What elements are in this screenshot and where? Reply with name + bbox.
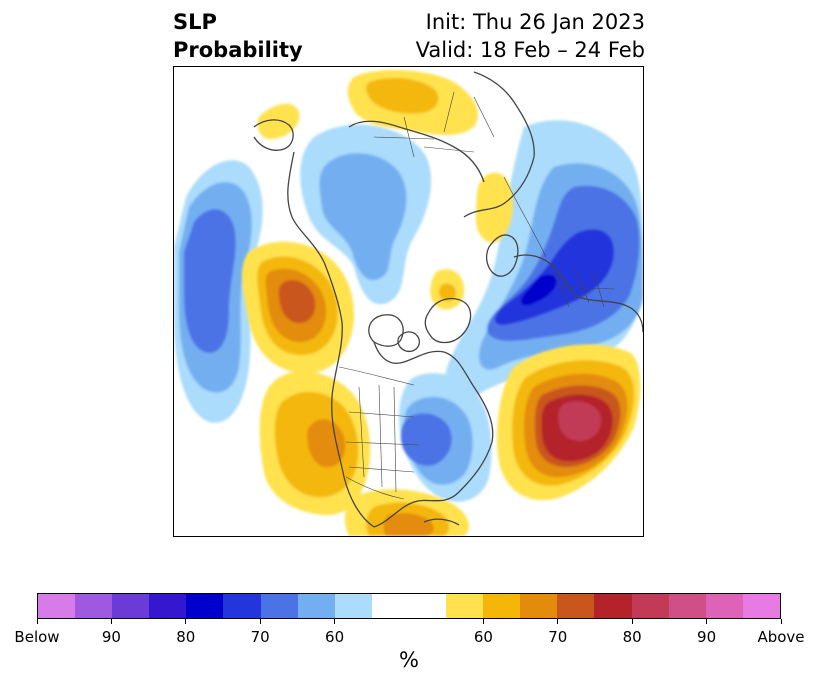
colorbar-tickmark [185, 619, 187, 624]
colorbar-neutral-cell [371, 594, 447, 618]
above-region-western-us-70 [307, 419, 346, 468]
below-region-eurasia-90 [521, 274, 557, 306]
coastline-arctic-islands [397, 331, 420, 353]
colorbar-above-cell-8 [705, 594, 743, 618]
colorbar-tickmark [557, 619, 559, 624]
colorbar-tickmark [110, 619, 112, 624]
valid-range: Valid: 18 Feb – 24 Feb [415, 38, 645, 62]
init-date: Init: Thu 26 Jan 2023 [425, 10, 645, 34]
colorbar-tickmark [334, 619, 336, 624]
colorbar-tick-label: Below [14, 628, 60, 646]
colorbar-tick-label: 80 [176, 628, 196, 646]
colorbar-above-cell-6 [631, 594, 669, 618]
colorbar-above-cell-1 [446, 594, 484, 618]
colorbar-tick-label: 90 [697, 628, 717, 646]
political-borders [338, 91, 615, 500]
coastline-siberia-north [348, 120, 485, 183]
colorbar-below-cell-8 [297, 594, 335, 618]
colorbar-tickmark [482, 619, 484, 624]
colorbar-tick-label: 70 [548, 628, 568, 646]
above-region-pacific-nw [257, 103, 300, 140]
colorbar-tick-label: 80 [622, 628, 642, 646]
colorbar-below-cell-6 [223, 594, 261, 618]
above-region-atlantic-85 [558, 401, 602, 441]
coastline-scandinavia [485, 234, 519, 277]
border-states-grid [345, 384, 420, 493]
above-region-arctic-top-60 [366, 77, 439, 114]
coastline-north-america-west [287, 151, 375, 528]
colorbar-above-cell-9 [742, 594, 780, 618]
title-variable: SLP [173, 10, 217, 34]
colorbar-tickmark [706, 619, 708, 624]
colorbar-below-cell-2 [75, 594, 113, 618]
below-region-arctic-60 [319, 153, 407, 281]
colorbar-tick-label: 60 [325, 628, 345, 646]
colorbar-below-cell-9 [334, 594, 372, 618]
above-normal-regions [241, 70, 641, 536]
colorbar-below-cell-1 [38, 594, 76, 618]
colorbar-above-cell-4 [557, 594, 595, 618]
colorbar-tick-label: 70 [250, 628, 270, 646]
above-region-alaska-75 [278, 280, 316, 324]
colorbar-tickmark [36, 619, 38, 624]
coastline-hudson-bay [368, 314, 404, 347]
colorbar-below-cell-3 [112, 594, 150, 618]
title-type: Probability [173, 38, 303, 62]
map-svg [174, 67, 643, 536]
colorbar-tickmark [259, 619, 261, 624]
coastline-north-america-east [373, 341, 494, 528]
colorbar-tick-label: 60 [473, 628, 493, 646]
colorbar-tick-label: 90 [101, 628, 121, 646]
map-title-left: SLP Probability [173, 8, 303, 64]
colorbar-tickmark [631, 619, 633, 624]
map-title-right: Init: Thu 26 Jan 2023 Valid: 18 Feb – 24… [416, 8, 645, 64]
coastline-greenland [424, 298, 472, 344]
coastline-caribbean [423, 518, 460, 526]
border-europe-grid [553, 266, 615, 308]
colorbar-below-cell-4 [149, 594, 187, 618]
colorbar-unit-label: % [399, 648, 419, 672]
probability-map [173, 66, 644, 537]
border-russia-west [503, 176, 547, 258]
colorbar-below-cell-5 [186, 594, 224, 618]
coastlines [253, 71, 643, 528]
border-asia-grid [373, 91, 495, 158]
below-region-north-america-70 [400, 413, 452, 466]
colorbar-tick-label: Above [757, 628, 805, 646]
coastline-eurasia [463, 71, 535, 218]
below-region-north-pacific-70 [184, 209, 236, 353]
colorbar-above-cell-7 [668, 594, 706, 618]
colorbar-below-cell-7 [260, 594, 298, 618]
colorbar-above-cell-3 [520, 594, 558, 618]
above-region-pole-60 [438, 283, 456, 302]
below-normal-regions [174, 120, 643, 502]
above-region-mexico-70 [383, 513, 434, 536]
border-us-mexico [345, 476, 405, 500]
coastline-alaska [253, 119, 294, 151]
colorbar-above-cell-2 [483, 594, 521, 618]
coastline-europe [513, 254, 643, 333]
colorbar [37, 593, 781, 619]
border-us-canada [338, 366, 415, 386]
colorbar-tickmark [780, 619, 782, 624]
colorbar-above-cell-5 [594, 594, 632, 618]
